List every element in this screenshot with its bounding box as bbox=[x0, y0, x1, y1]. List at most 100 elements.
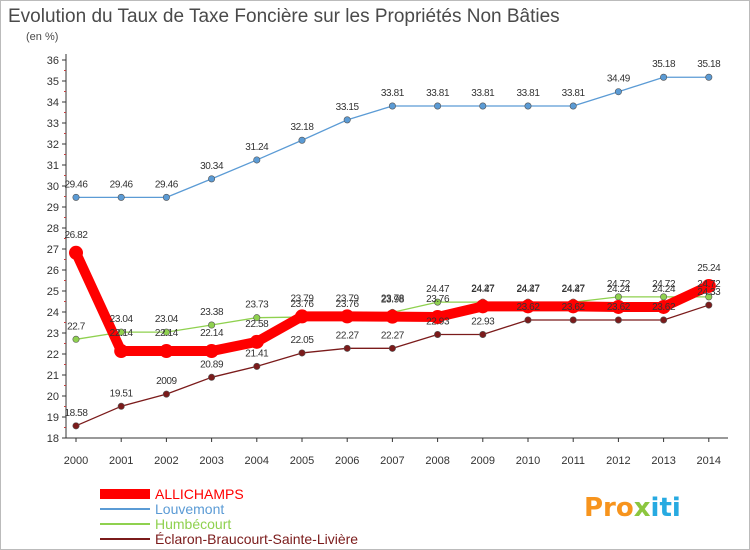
data-point bbox=[69, 245, 83, 260]
data-point bbox=[298, 349, 306, 357]
data-label: 23.76 bbox=[426, 294, 450, 305]
data-point bbox=[660, 316, 668, 324]
data-point bbox=[340, 309, 355, 324]
data-label: 33.81 bbox=[562, 88, 586, 99]
legend-label: Louvemont bbox=[155, 501, 224, 517]
data-label: 19.51 bbox=[110, 388, 134, 399]
data-point bbox=[72, 335, 80, 343]
data-point bbox=[72, 422, 80, 430]
data-label: 23.62 bbox=[562, 302, 586, 313]
x-tick-label: 2011 bbox=[561, 455, 585, 467]
x-tick-label: 2004 bbox=[245, 455, 269, 467]
data-label: 25.24 bbox=[697, 263, 721, 274]
data-label: 31.24 bbox=[245, 142, 269, 153]
data-label: 18.58 bbox=[64, 408, 88, 419]
data-label: 23.04 bbox=[110, 314, 134, 325]
y-tick-label: 27 bbox=[47, 244, 59, 256]
data-point bbox=[524, 316, 532, 324]
data-label: 23.79 bbox=[336, 293, 360, 304]
data-label: 22.14 bbox=[155, 328, 179, 339]
data-label: 29.46 bbox=[110, 179, 134, 190]
x-tick-label: 2001 bbox=[109, 455, 133, 467]
data-label: 35.18 bbox=[697, 59, 721, 70]
data-point bbox=[72, 193, 80, 201]
data-point bbox=[388, 102, 396, 110]
data-label: 23.62 bbox=[652, 302, 676, 313]
data-point bbox=[656, 299, 671, 314]
x-tick-label: 2010 bbox=[516, 455, 540, 467]
data-label: 24.27 bbox=[516, 283, 540, 294]
data-point bbox=[660, 73, 668, 81]
y-tick-label: 31 bbox=[47, 160, 59, 172]
data-point bbox=[208, 175, 216, 183]
data-point bbox=[343, 116, 351, 124]
y-tick-label: 20 bbox=[47, 391, 59, 403]
data-point bbox=[569, 316, 577, 324]
data-label: 24.47 bbox=[516, 284, 540, 295]
x-tick-label: 2003 bbox=[199, 455, 223, 467]
data-label: 24.72 bbox=[697, 279, 721, 290]
data-label: 23.78 bbox=[381, 294, 405, 305]
data-label: 23.62 bbox=[516, 302, 540, 313]
data-label: 23.73 bbox=[245, 300, 269, 311]
data-label: 22.05 bbox=[290, 335, 314, 346]
legend: ALLICHAMPSLouvemontHumbécourtÉclaron-Bra… bbox=[100, 486, 358, 547]
data-point bbox=[434, 298, 442, 306]
data-label: 2009 bbox=[156, 376, 177, 387]
data-label: 33.81 bbox=[426, 88, 450, 99]
data-point bbox=[204, 344, 219, 359]
x-tick-label: 2013 bbox=[651, 455, 675, 467]
y-tick-label: 34 bbox=[47, 97, 59, 109]
y-tick-label: 36 bbox=[47, 55, 59, 67]
series-1 bbox=[72, 73, 713, 201]
data-label: 24.72 bbox=[607, 279, 631, 290]
data-label: 23.76 bbox=[336, 299, 360, 310]
data-point bbox=[295, 309, 309, 324]
x-tick-label: 2002 bbox=[154, 455, 178, 467]
data-label: 26.82 bbox=[64, 230, 88, 241]
data-point bbox=[159, 344, 174, 359]
x-tick-label: 2009 bbox=[471, 455, 495, 467]
x-tick-label: 2000 bbox=[64, 455, 88, 467]
data-point bbox=[253, 362, 261, 370]
logo-part-1: Pro bbox=[584, 493, 634, 523]
series-layer bbox=[69, 73, 716, 430]
series-0 bbox=[69, 245, 716, 359]
data-point bbox=[479, 330, 487, 338]
data-label: 22.58 bbox=[245, 319, 269, 330]
y-tick-label: 30 bbox=[47, 181, 59, 193]
data-point bbox=[253, 156, 261, 164]
data-point bbox=[343, 344, 351, 352]
logo-part-2: x bbox=[634, 493, 651, 523]
data-label: 21.41 bbox=[245, 348, 269, 359]
data-label: 24.27 bbox=[562, 283, 586, 294]
data-point bbox=[162, 328, 170, 336]
data-label: 22.27 bbox=[381, 330, 405, 341]
y-tick-label: 32 bbox=[47, 139, 59, 151]
x-tick-label: 2007 bbox=[380, 455, 404, 467]
chart-subtitle: (en %) bbox=[26, 31, 58, 43]
data-point bbox=[253, 314, 261, 322]
y-tick-label: 21 bbox=[47, 370, 59, 382]
data-point bbox=[524, 102, 532, 110]
data-label: 23.04 bbox=[155, 314, 179, 325]
data-point bbox=[566, 299, 581, 314]
data-label: 35.18 bbox=[652, 59, 676, 70]
legend-entry-2: Humbécourt bbox=[100, 516, 231, 532]
data-point bbox=[208, 321, 216, 329]
data-label: 22.7 bbox=[67, 321, 86, 332]
data-point bbox=[388, 344, 396, 352]
data-point bbox=[521, 299, 535, 314]
data-label: 24.72 bbox=[652, 279, 676, 290]
data-labels-layer: 18.58 19.51 2009 20.89 21.41 22.05 22.27 22.27 2… bbox=[64, 59, 721, 419]
data-point bbox=[705, 73, 713, 81]
proxiti-logo: Proxiti bbox=[584, 493, 681, 523]
y-tick-label: 28 bbox=[47, 223, 59, 235]
data-label: 33.81 bbox=[381, 88, 405, 99]
y-tick-label: 22 bbox=[47, 349, 59, 361]
legend-entry-3: Éclaron-Braucourt-Sainte-Livière bbox=[100, 531, 358, 547]
legend-label: Éclaron-Braucourt-Sainte-Livière bbox=[155, 531, 358, 547]
data-point bbox=[385, 309, 400, 324]
